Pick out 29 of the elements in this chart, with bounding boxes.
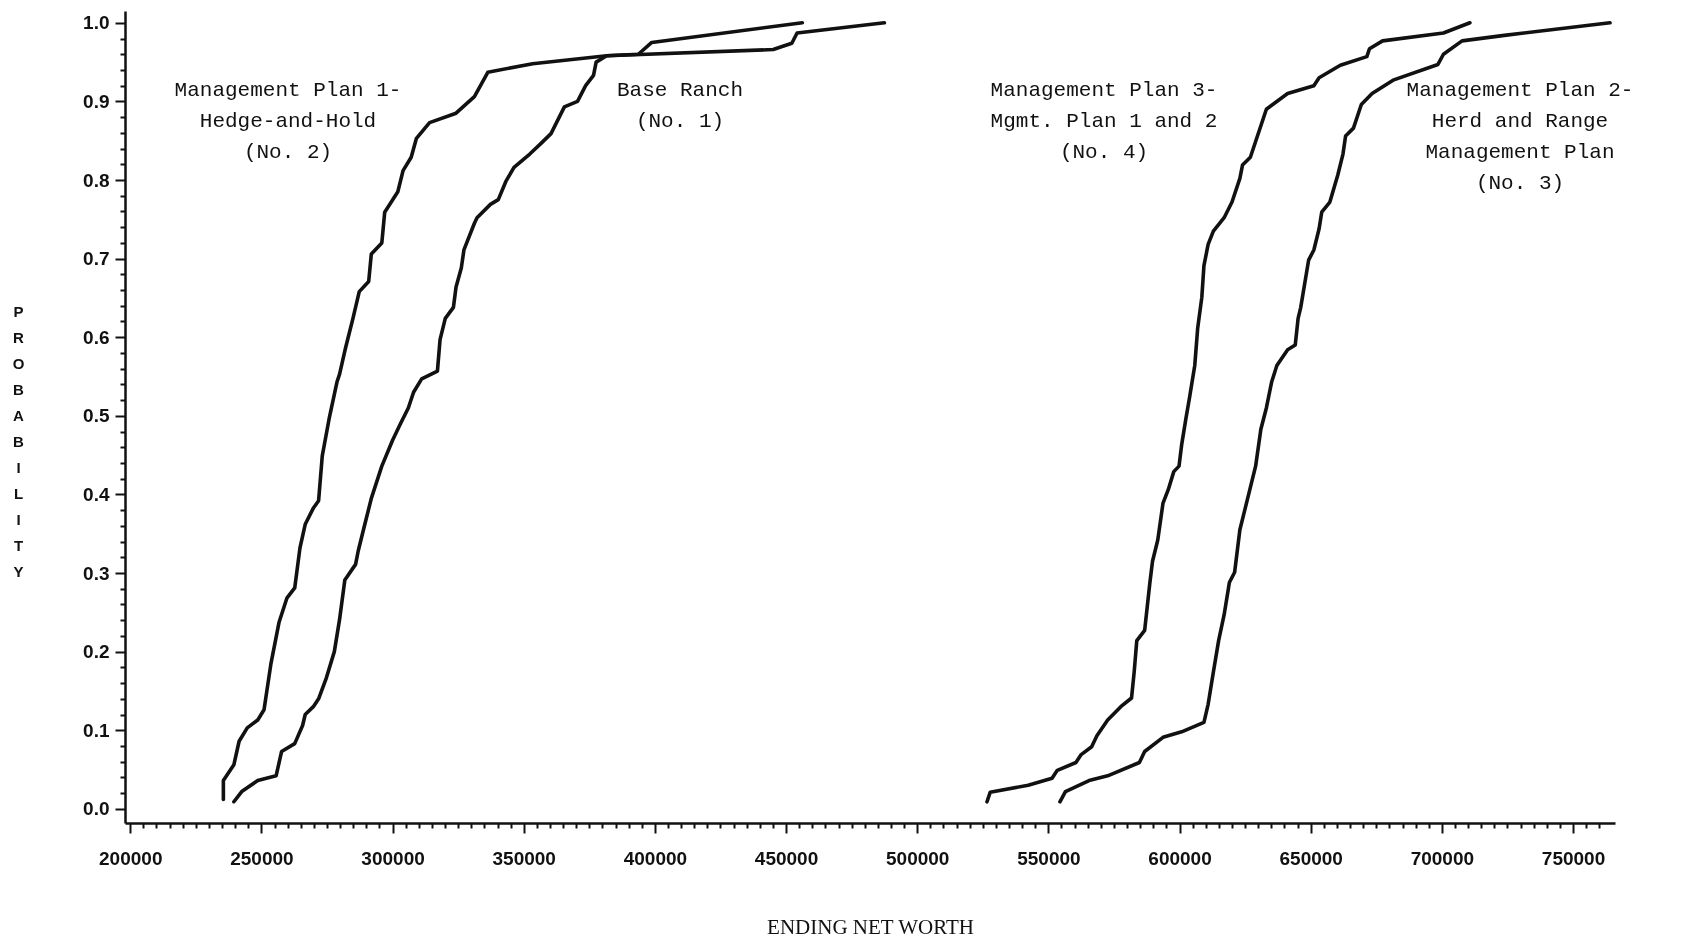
series-label: Base Ranch (No. 1)	[616, 79, 744, 133]
x-axis-title: ENDING NET WORTH	[767, 914, 974, 939]
x-tick-label: 200000	[99, 847, 163, 869]
y-tick-label: 0.2	[83, 641, 110, 663]
series-label: Management Plan 2- Herd and Range Management Plan (No. 3)	[1406, 79, 1634, 195]
y-tick-label: 0.7	[83, 248, 110, 270]
x-tick-label: 500000	[886, 847, 950, 869]
x-tick-label: 400000	[623, 847, 688, 869]
x-tick-label: 750000	[1541, 847, 1606, 869]
y-tick-label: 0.8	[83, 169, 110, 191]
y-tick-label: 0.9	[83, 90, 110, 112]
y-tick-label: 0.4	[83, 483, 110, 505]
y-tick-label: 0.1	[83, 719, 110, 741]
x-tick-label: 650000	[1279, 847, 1343, 869]
y-tick-label: 0.0	[83, 798, 110, 820]
x-tick-label: 300000	[361, 847, 425, 869]
x-tick-label: 350000	[492, 847, 556, 869]
series-label: Management Plan 1- Hedge-and-Hold (No. 2)	[174, 79, 402, 164]
y-tick-label: 1.0	[83, 12, 110, 34]
y-tick-label: 0.5	[83, 405, 110, 427]
y-tick-label: 0.6	[83, 326, 110, 348]
x-tick-label: 250000	[230, 847, 294, 869]
text: PROBABILITY	[12, 302, 25, 580]
y-tick-label: 0.3	[83, 562, 110, 584]
x-tick-label: 700000	[1410, 847, 1475, 869]
x-tick-label: 450000	[754, 847, 819, 869]
x-tick-label: 550000	[1017, 847, 1081, 869]
series-label: Management Plan 3- Mgmt. Plan 1 and 2 (No. 4)	[990, 79, 1218, 164]
x-tick-label: 600000	[1148, 847, 1212, 869]
